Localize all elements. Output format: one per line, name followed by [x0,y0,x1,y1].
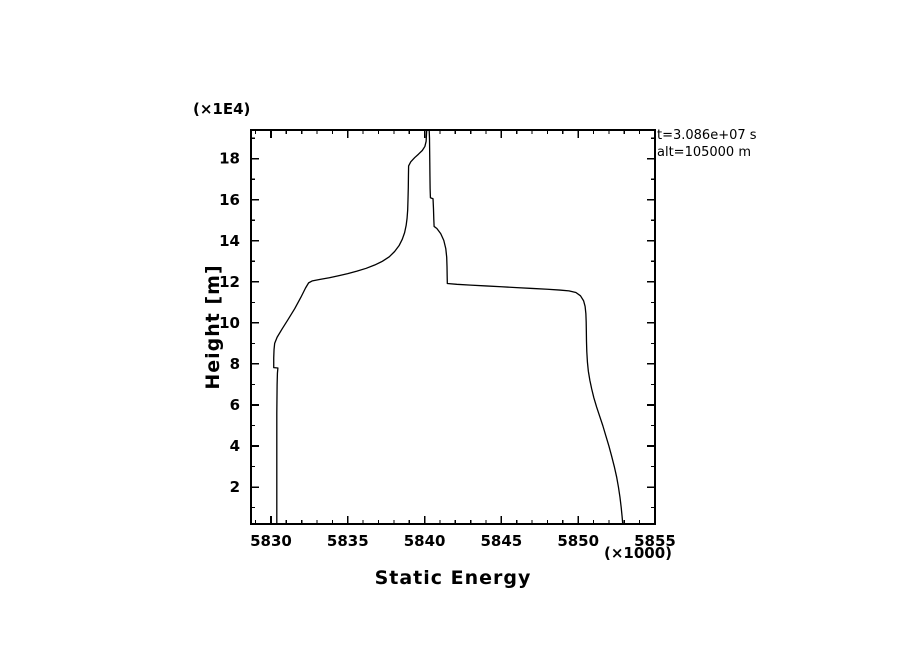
x-axis-multiplier-label: (×1000) [604,544,672,562]
y-axis-title: Height [m] [202,264,224,389]
x-tick-label: 5855 [634,532,676,550]
y-tick-label: 14 [219,232,240,250]
axis-ticks [251,130,656,524]
y-tick-label: 10 [219,314,240,332]
y-tick-label: 16 [219,191,240,209]
y-axis-multiplier-label: (×1E4) [193,100,250,118]
x-axis-title: Static Energy [375,567,532,589]
y-tick-label: 4 [230,437,240,455]
y-tick-labels: 2 4 6 8 10 12 14 16 18 [219,150,240,496]
x-tick-label: 5845 [481,532,523,550]
y-tick-label: 2 [230,478,240,496]
x-tick-label: 5840 [404,532,446,550]
x-tick-label: 5850 [557,532,599,550]
y-tick-label: 8 [230,355,240,373]
data-series-line-0 [273,130,624,524]
plot-frame [250,129,656,525]
annotation-time: t=3.086e+07 s [657,128,757,143]
x-tick-label: 5835 [327,532,369,550]
x-tick-labels: 5830 5835 5840 5845 5850 5855 [250,532,676,550]
axis-frame [250,129,656,525]
x-tick-label: 5830 [250,532,292,550]
annotation-altitude: alt=105000 m [657,145,751,160]
y-tick-label: 12 [219,273,240,291]
y-tick-label: 18 [219,150,240,168]
y-tick-label: 6 [230,396,240,414]
data-series-group [273,130,624,524]
